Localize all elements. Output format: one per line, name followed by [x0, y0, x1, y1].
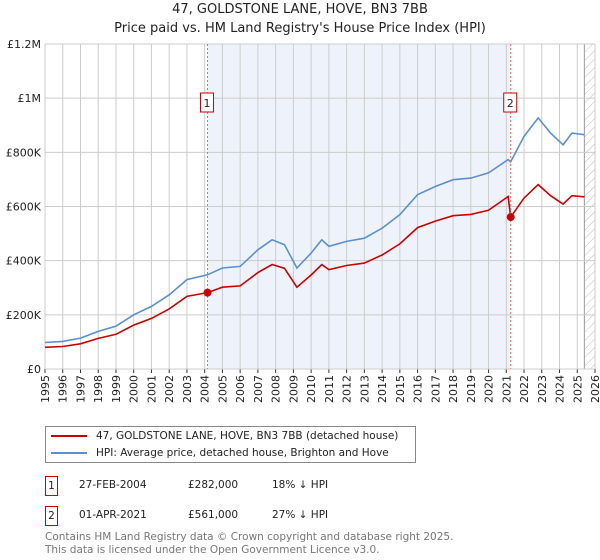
x-tick-label: 2023 — [536, 375, 549, 403]
transaction-date: 27-FEB-2004 — [79, 479, 147, 491]
legend: 47, GOLDSTONE LANE, HOVE, BN3 7BB (detac… — [45, 426, 416, 463]
x-tick-label: 1999 — [110, 375, 123, 403]
transaction-price: £561,000 — [188, 509, 239, 521]
x-tick-label: 2014 — [376, 375, 389, 403]
y-tick-label: £800K — [6, 146, 42, 159]
x-tick-label: 2026 — [589, 375, 600, 403]
x-tick-label: 2011 — [323, 375, 336, 403]
transaction-row: 2 01-APR-2021 £561,000 27% ↓ HPI — [45, 506, 545, 526]
transaction-date: 01-APR-2021 — [79, 509, 147, 521]
sale-label: 1 — [204, 97, 211, 110]
legend-item-property: 47, GOLDSTONE LANE, HOVE, BN3 7BB (detac… — [51, 428, 398, 444]
x-tick-label: 2006 — [234, 375, 247, 403]
footer-copyright: Contains HM Land Registry data © Crown c… — [45, 531, 454, 543]
legend-label-property: 47, GOLDSTONE LANE, HOVE, BN3 7BB (detac… — [96, 430, 399, 442]
x-tick-label: 2020 — [483, 375, 496, 403]
y-tick-label: £400K — [6, 255, 42, 268]
x-tick-label: 2000 — [128, 375, 141, 403]
y-tick-label: £0 — [27, 363, 41, 376]
y-tick-label: £600K — [6, 201, 42, 214]
transaction-row: 1 27-FEB-2004 £282,000 18% ↓ HPI — [45, 476, 545, 496]
transaction-badge: 2 — [45, 506, 58, 526]
x-tick-label: 2010 — [305, 375, 318, 403]
x-tick-label: 1997 — [74, 375, 87, 403]
x-tick-label: 2009 — [287, 375, 300, 403]
legend-item-hpi: HPI: Average price, detached house, Brig… — [51, 445, 389, 461]
x-tick-label: 1995 — [39, 375, 52, 403]
y-tick-label: £1.2M — [7, 38, 41, 51]
x-tick-label: 2003 — [181, 375, 194, 403]
x-tick-label: 2019 — [465, 375, 478, 403]
sale-point — [506, 213, 515, 222]
x-tick-label: 2012 — [341, 375, 354, 403]
series-line-hpi — [44, 116, 585, 344]
x-tick-label: 2024 — [554, 375, 567, 403]
x-tick-label: 2016 — [412, 375, 425, 403]
x-tick-label: 2021 — [500, 375, 513, 403]
y-tick-label: £1M — [18, 92, 42, 105]
x-tick-label: 2002 — [163, 375, 176, 403]
transaction-delta: 27% ↓ HPI — [272, 509, 329, 521]
sale-label-box — [200, 92, 215, 113]
x-tick-label: 2004 — [199, 375, 212, 403]
plot-area: 1995 1996 1997 1998 1999 2000 2001 2002 2003 2004… — [6, 38, 600, 403]
sale-label: 2 — [507, 97, 514, 110]
transaction-price: £282,000 — [188, 479, 239, 491]
legend-label-hpi: HPI: Average price, detached house, Brig… — [96, 447, 389, 459]
x-tick-label: 2008 — [270, 375, 283, 403]
x-tick-label: 2022 — [518, 375, 531, 403]
x-tick-label: 2018 — [447, 375, 460, 403]
x-tick-label: 2005 — [216, 375, 229, 403]
x-tick-label: 2013 — [358, 375, 371, 403]
x-tick-label: 1996 — [57, 375, 70, 403]
chart-subtitle: Price paid vs. HM Land Registry's House … — [114, 21, 486, 36]
x-tick-label: 2015 — [394, 375, 407, 403]
y-tick-label: £200K — [6, 309, 42, 322]
x-tick-label: 2007 — [252, 375, 265, 403]
x-tick-label: 2017 — [429, 375, 442, 403]
sale-point — [203, 288, 212, 297]
x-tick-label: 2001 — [145, 375, 158, 403]
chart-title: 47, GOLDSTONE LANE, HOVE, BN3 7BB — [172, 2, 428, 17]
x-tick-label: 2025 — [571, 375, 584, 403]
transaction-delta: 18% ↓ HPI — [272, 479, 329, 491]
footer-licence: This data is licensed under the Open Gov… — [45, 544, 380, 556]
legend-swatch-hpi — [51, 452, 87, 454]
sale-label-box — [503, 92, 518, 113]
x-tick-label: 1998 — [92, 375, 105, 403]
legend-swatch-property — [51, 435, 87, 437]
transaction-badge: 1 — [45, 476, 58, 496]
